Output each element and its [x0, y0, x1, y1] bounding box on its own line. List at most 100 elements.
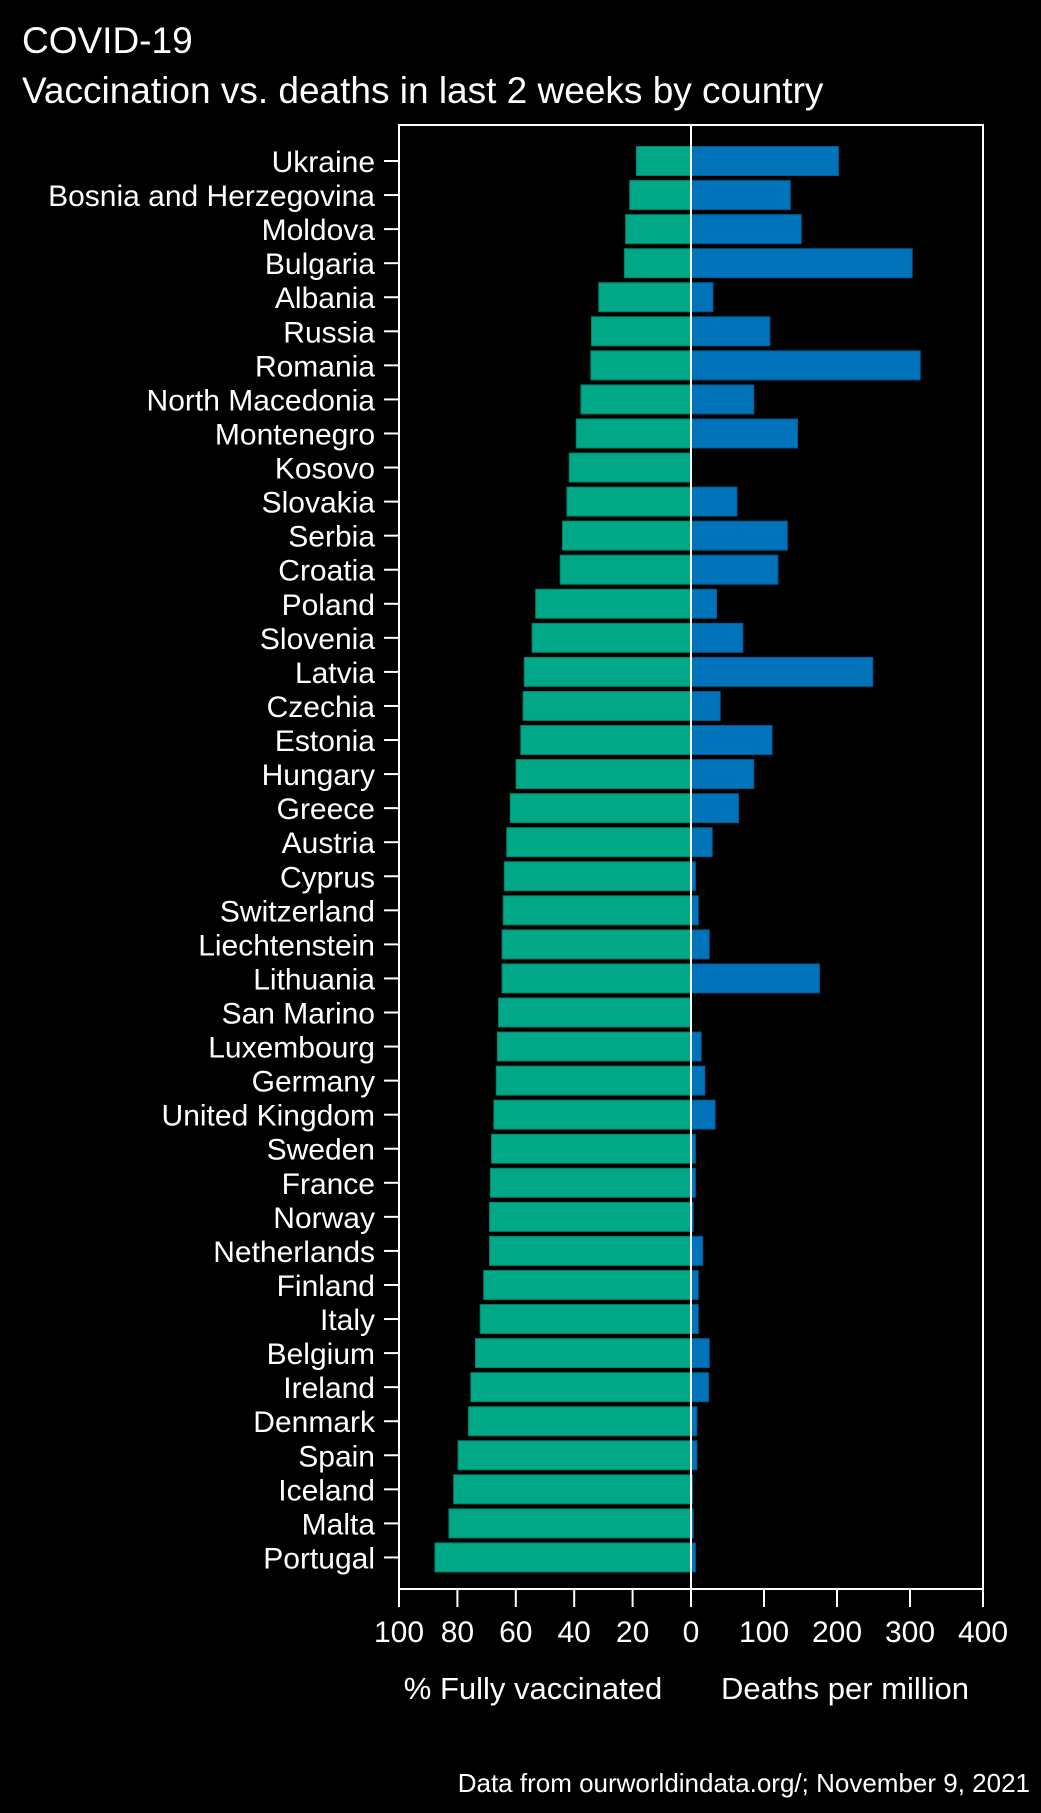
- x-tick-label-right: 200: [812, 1616, 862, 1649]
- bar-vaccinated: [479, 1304, 692, 1335]
- category-label: Austria: [282, 827, 376, 860]
- x-tick-label-left: 20: [616, 1616, 649, 1649]
- bar-vaccinated: [502, 895, 692, 926]
- bar-vaccinated: [509, 793, 692, 824]
- category-label: Hungary: [262, 759, 375, 792]
- category-label: Latvia: [295, 657, 375, 690]
- bar-vaccinated: [580, 384, 692, 415]
- bar-deaths: [690, 725, 773, 756]
- x-tick-label-left: 100: [374, 1616, 424, 1649]
- bar-vaccinated: [501, 929, 692, 960]
- right-axis-label: Deaths per million: [721, 1671, 969, 1706]
- category-label: Poland: [282, 589, 375, 622]
- category-label: Croatia: [278, 555, 375, 588]
- bar-vaccinated: [501, 963, 692, 994]
- bar-vaccinated: [491, 1133, 692, 1164]
- category-label: Montenegro: [215, 418, 375, 451]
- bar-vaccinated: [575, 418, 692, 449]
- bar-deaths: [690, 1304, 699, 1335]
- category-label: Italy: [320, 1304, 375, 1337]
- bar-vaccinated: [475, 1338, 692, 1369]
- bar-vaccinated: [590, 316, 692, 347]
- category-label: Slovakia: [262, 487, 376, 520]
- bar-deaths: [690, 248, 913, 279]
- bar-vaccinated: [629, 180, 692, 211]
- category-label: Serbia: [288, 521, 375, 554]
- bar-deaths: [690, 350, 921, 381]
- bar-deaths: [690, 486, 738, 517]
- category-label: Norway: [273, 1202, 375, 1235]
- bar-deaths: [690, 622, 744, 653]
- category-label: North Macedonia: [147, 384, 376, 417]
- left-axis-label: % Fully vaccinated: [404, 1671, 662, 1706]
- bar-deaths: [690, 1372, 710, 1403]
- bar-vaccinated: [448, 1508, 692, 1539]
- bar-vaccinated: [625, 214, 692, 245]
- category-label: Romania: [255, 350, 375, 383]
- category-label: Bosnia and Herzegovina: [48, 180, 375, 213]
- bar-vaccinated: [566, 486, 692, 517]
- bar-deaths: [690, 146, 839, 176]
- category-label: Finland: [277, 1270, 375, 1303]
- bar-vaccinated: [489, 1201, 692, 1232]
- x-tick-label-right: 400: [958, 1616, 1008, 1649]
- bar-vaccinated: [522, 690, 692, 721]
- category-label: Cyprus: [280, 861, 375, 894]
- category-label: Albania: [275, 282, 375, 315]
- category-label: United Kingdom: [162, 1100, 375, 1133]
- bar-vaccinated: [531, 622, 692, 653]
- chart-subtitle: Vaccination vs. deaths in last 2 weeks b…: [22, 70, 824, 111]
- bar-vaccinated: [503, 861, 692, 892]
- bar-vaccinated: [635, 146, 692, 176]
- bar-deaths: [690, 1099, 716, 1130]
- x-tick-label-right: 100: [739, 1616, 789, 1649]
- bar-deaths: [690, 656, 874, 687]
- bar-vaccinated: [483, 1269, 692, 1300]
- bar-vaccinated: [515, 759, 692, 790]
- category-label: Czechia: [267, 691, 376, 724]
- bar-deaths: [690, 929, 710, 960]
- category-label: Kosovo: [275, 453, 375, 486]
- bar-deaths: [690, 963, 820, 994]
- category-label: Sweden: [267, 1134, 375, 1167]
- category-label: Ukraine: [272, 146, 375, 179]
- bar-deaths: [690, 180, 791, 211]
- bar-vaccinated: [457, 1440, 692, 1471]
- bar-deaths: [690, 793, 739, 824]
- bar-deaths: [690, 520, 788, 551]
- bar-vaccinated: [559, 554, 692, 585]
- bar-vaccinated: [520, 725, 692, 756]
- category-label: Portugal: [263, 1542, 375, 1575]
- bar-vaccinated: [535, 588, 692, 619]
- category-label: Russia: [283, 316, 375, 349]
- bar-vaccinated: [470, 1372, 692, 1403]
- bar-vaccinated: [598, 282, 692, 313]
- bar-deaths: [690, 895, 699, 926]
- category-label: Iceland: [278, 1474, 375, 1507]
- source-note: Data from ourworldindata.org/; November …: [458, 1768, 1030, 1798]
- bar-deaths: [690, 588, 718, 619]
- x-tick-label-right: 300: [885, 1616, 935, 1649]
- bar-deaths: [690, 554, 779, 585]
- category-label: Ireland: [283, 1372, 375, 1405]
- category-label: Spain: [298, 1440, 375, 1473]
- bar-deaths: [690, 418, 799, 449]
- category-label: Netherlands: [213, 1236, 375, 1269]
- category-label: Denmark: [253, 1406, 376, 1439]
- bar-deaths: [690, 1065, 706, 1096]
- bar-deaths: [690, 1235, 704, 1266]
- bar-vaccinated: [434, 1542, 692, 1573]
- x-tick-label-left: 0: [683, 1616, 700, 1649]
- bar-vaccinated: [623, 248, 692, 279]
- category-label: Moldova: [262, 214, 376, 247]
- category-label: Estonia: [275, 725, 375, 758]
- category-label: Liechtenstein: [198, 929, 375, 962]
- category-label: Lithuania: [253, 963, 375, 996]
- bar-vaccinated: [498, 997, 692, 1028]
- bar-vaccinated: [523, 656, 692, 687]
- bar-deaths: [690, 1338, 710, 1369]
- category-label: Bulgaria: [265, 248, 375, 281]
- bar-vaccinated: [453, 1474, 692, 1505]
- bar-vaccinated: [489, 1235, 692, 1266]
